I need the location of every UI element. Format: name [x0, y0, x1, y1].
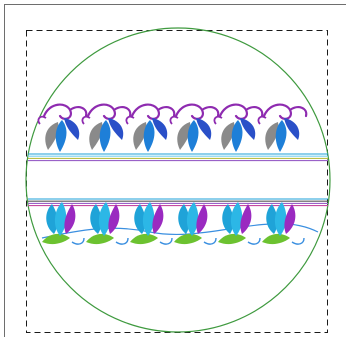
motif-petal-right: [284, 118, 300, 140]
motif-leaf: [42, 233, 70, 245]
motif-petal-left: [98, 202, 111, 236]
motif-swirl: [174, 103, 220, 120]
motif-petal-right: [240, 204, 252, 234]
motif-petal-right: [108, 118, 124, 140]
motif-petal-back: [222, 204, 234, 234]
motif-petal-left: [230, 202, 243, 236]
motif-petal-right: [284, 204, 296, 234]
motif-swirl: [42, 103, 88, 120]
motif-swirl: [86, 103, 132, 120]
motif-curl: [169, 115, 179, 125]
top-motif: [213, 103, 264, 152]
motif-petal-right: [152, 204, 164, 234]
top-motif: [81, 103, 132, 152]
motif-petal-right: [152, 118, 168, 140]
motif-petal-back: [266, 204, 278, 234]
motif-petal-right: [108, 204, 120, 234]
bottom-motif: [42, 202, 85, 245]
motif-curl: [257, 115, 267, 125]
motif-swirl: [262, 103, 308, 120]
motif-petal-back: [133, 122, 147, 150]
motif-swirl: [218, 103, 264, 120]
bottom-motif: [130, 202, 173, 245]
motif-petal-back: [45, 122, 59, 150]
design-bounding-box: [26, 30, 328, 333]
motif-petal-left: [274, 202, 287, 236]
motif-leaf: [262, 233, 290, 245]
motif-petal-right: [196, 204, 208, 234]
motif-curl: [159, 237, 173, 245]
motif-petal-left: [55, 120, 67, 152]
motif-curl: [81, 115, 91, 125]
motif-petal-back: [177, 122, 191, 150]
motif-petal-left: [54, 202, 67, 236]
motif-petal-left: [275, 120, 287, 152]
bottom-motif-row: [41, 202, 319, 245]
motif-petal-back: [178, 204, 190, 234]
bottom-motif: [86, 202, 129, 245]
motif-petal-left: [99, 120, 111, 152]
lower-stripe-band: [28, 198, 328, 207]
bottom-motif: [262, 202, 305, 245]
motif-petal-left: [231, 120, 243, 152]
motif-petal-back: [221, 122, 235, 150]
motif-curl: [203, 237, 217, 245]
bottom-motif: [218, 202, 261, 245]
motif-petal-back: [265, 122, 279, 150]
motif-petal-right: [196, 118, 212, 140]
motif-petal-left: [186, 202, 199, 236]
motif-petal-right: [64, 118, 80, 140]
motif-curl: [213, 115, 223, 125]
motif-swirl: [130, 103, 176, 120]
top-motif: [37, 103, 88, 152]
motif-petal-back: [89, 122, 103, 150]
motif-petal-back: [46, 204, 58, 234]
motif-curl: [115, 237, 129, 245]
motif-leaf: [218, 233, 246, 245]
motif-petal-left: [142, 202, 155, 236]
motif-petal-left: [143, 120, 155, 152]
motif-curl: [291, 237, 305, 245]
motif-petal-right: [64, 204, 76, 234]
canvas-frame: [4, 4, 346, 337]
top-motif: [125, 103, 176, 152]
motif-petal-back: [90, 204, 102, 234]
top-motif: [169, 103, 220, 152]
motif-petal-right: [240, 118, 256, 140]
top-motif-row: [37, 103, 308, 152]
bottom-motif: [174, 202, 217, 245]
top-motif: [257, 103, 308, 152]
motif-leaf: [86, 233, 114, 245]
upper-stripe-band: [28, 153, 328, 162]
motif-leaf: [174, 233, 202, 245]
hoop-outline: [25, 27, 331, 333]
motif-petal-back: [134, 204, 146, 234]
motif-leaf: [130, 233, 158, 245]
motif-petal-left: [187, 120, 199, 152]
motif-curl: [37, 115, 47, 125]
motif-curl: [125, 115, 135, 125]
motif-curl: [71, 237, 85, 245]
motif-curl: [247, 237, 261, 245]
